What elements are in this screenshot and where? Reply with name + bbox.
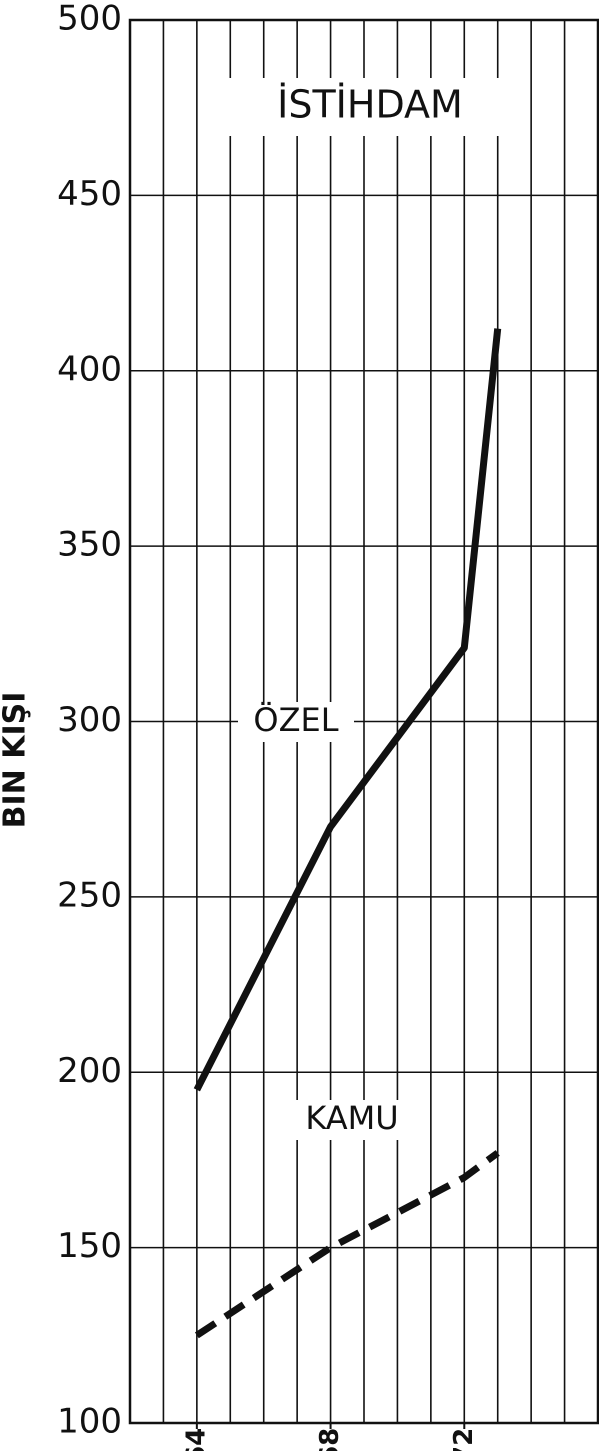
y-tick-label: 500 — [57, 0, 122, 39]
y-tick-label: 350 — [57, 525, 122, 565]
series-label-box — [294, 1100, 410, 1140]
series-label-box — [238, 702, 354, 742]
title-box — [222, 78, 518, 136]
grid: 100 150 200 250 300 350 400 450 500 1964 1968 1972 — [57, 0, 599, 1451]
lines: ÖZEL KAMU — [193, 328, 502, 1339]
y-axis-label: BİN KİŞİ — [0, 692, 33, 829]
y-tick-label: 150 — [57, 1226, 122, 1266]
chart-title: İSTİHDAM — [277, 83, 463, 127]
x-tick-label: 1968 — [315, 1428, 345, 1451]
y-tick-label: 300 — [57, 700, 122, 740]
y-tick-label: 400 — [57, 349, 122, 389]
y-tick-label: 200 — [57, 1051, 122, 1091]
series-line — [193, 328, 502, 1092]
x-tick-label: 1964 — [181, 1428, 211, 1451]
y-tick-label: 250 — [57, 875, 122, 915]
series-label: KAMU — [305, 1099, 398, 1137]
x-tick-label: 1972 — [449, 1428, 479, 1451]
series-line — [194, 1150, 500, 1339]
y-tick-label: 450 — [57, 174, 122, 214]
y-tick-label: 100 — [57, 1402, 122, 1442]
plot-frame — [128, 18, 599, 1425]
series-label: ÖZEL — [253, 701, 338, 739]
